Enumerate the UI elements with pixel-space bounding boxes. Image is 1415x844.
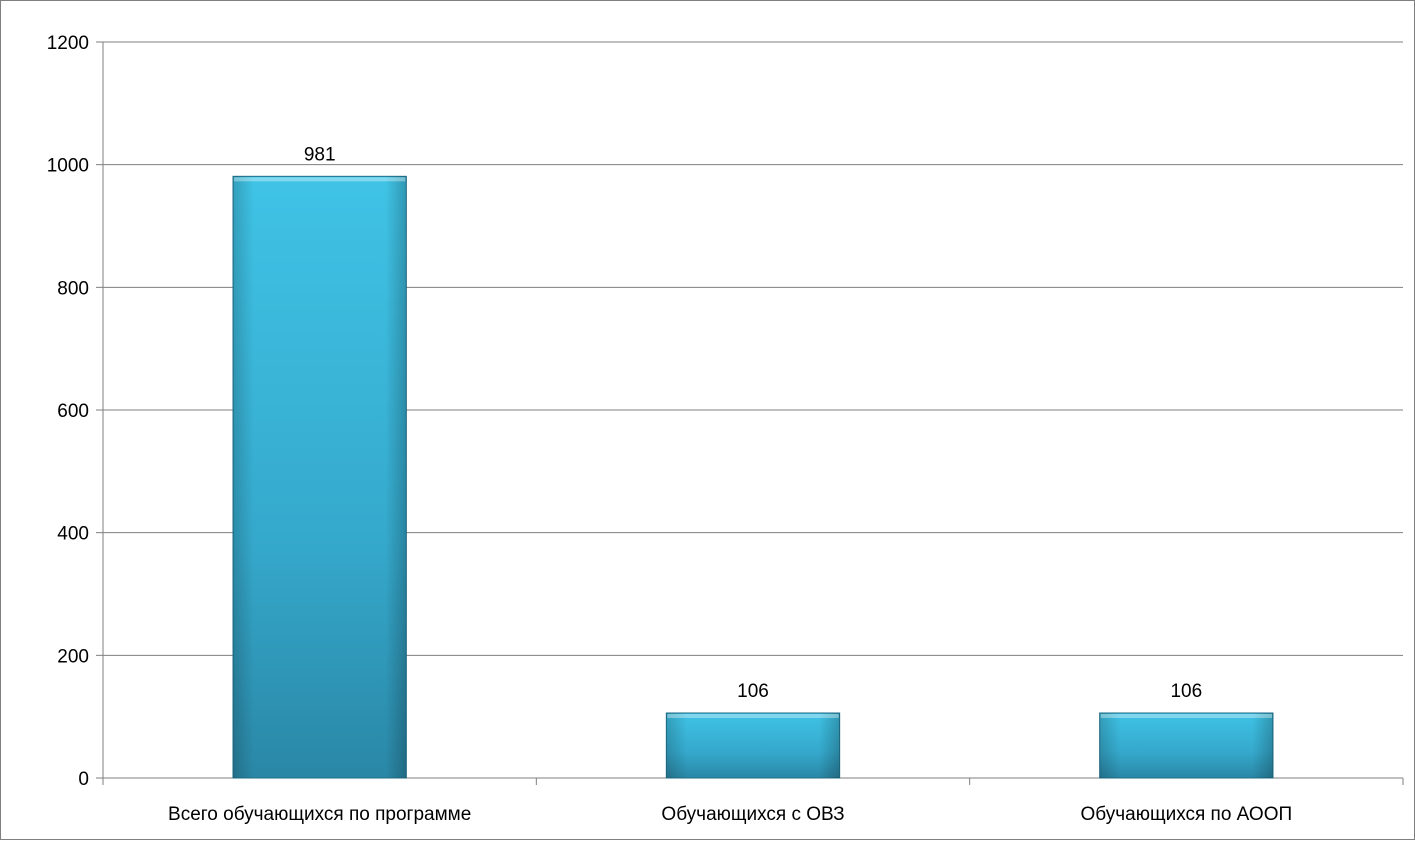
- bar-shade-1: [233, 176, 407, 778]
- y-tick-label-400: 400: [57, 524, 89, 545]
- bar-shade-3: [1099, 712, 1273, 778]
- bar-highlight-1: [234, 177, 406, 182]
- bar-2: [665, 712, 841, 779]
- category-label-3: Обучающихся по АООП: [1080, 804, 1292, 825]
- category-label-2: Обучающихся с ОВЗ: [661, 804, 844, 825]
- bar-shade-2: [666, 712, 840, 778]
- data-label-3: 106: [1170, 681, 1202, 702]
- y-tick-label-0: 0: [78, 769, 89, 790]
- y-tick-label-800: 800: [57, 278, 89, 299]
- y-tick-label-200: 200: [57, 646, 89, 667]
- y-tick-label-1200: 1200: [47, 33, 89, 54]
- bar-1: [232, 175, 407, 779]
- y-tick-label-1000: 1000: [47, 156, 89, 177]
- y-tick-label-600: 600: [57, 401, 89, 422]
- data-label-1: 981: [304, 144, 336, 165]
- axes: [96, 41, 1404, 785]
- data-label-2: 106: [737, 681, 769, 702]
- bar-highlight-2: [667, 713, 839, 718]
- category-label-1: Всего обучающихся по программе: [168, 804, 471, 825]
- bar-3: [1099, 712, 1274, 779]
- bar-highlight-3: [1100, 713, 1272, 718]
- bars: [232, 175, 1274, 779]
- labels: 0 200 400 600 800 1000 1200 981 Всего обучающихс…: [47, 33, 1292, 825]
